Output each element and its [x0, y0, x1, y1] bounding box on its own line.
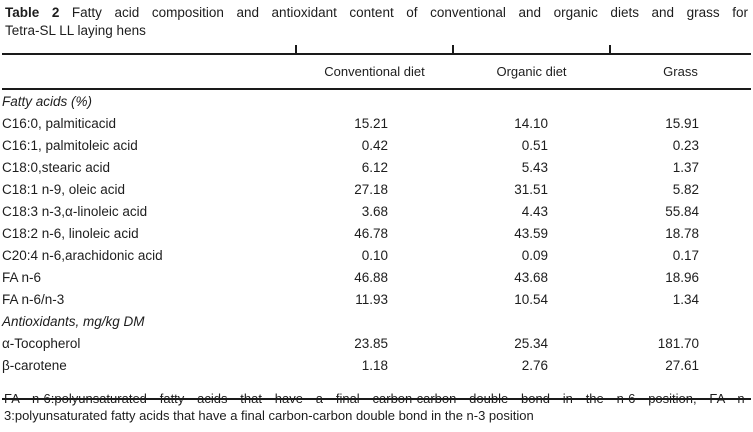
table-row: α-Tocopherol 23.85 25.34 181.70: [2, 332, 751, 354]
table-row: C18:0,stearic acid 6.12 5.43 1.37: [2, 156, 751, 178]
value-cell: 27.61: [665, 357, 699, 373]
column-separator-tick: [609, 45, 611, 54]
value-cell: 15.21: [354, 115, 388, 131]
value-cell: 31.51: [514, 181, 548, 197]
value-cell: 4.43: [521, 203, 548, 219]
value-cell: 0.23: [672, 137, 699, 153]
row-label: C16:1, palmitoleic acid: [2, 137, 138, 153]
table-row: C18:1 n-9, oleic acid 27.18 31.51 5.82: [2, 178, 751, 200]
value-cell: 10.54: [514, 291, 548, 307]
value-cell: 18.78: [665, 225, 699, 241]
table-footnote: FA n-6:polyunsaturated fatty acids that …: [4, 391, 749, 424]
value-cell: 1.18: [361, 357, 388, 373]
table-caption-line1: Table 2 Fatty acid composition and antio…: [5, 4, 748, 22]
value-cell: 11.93: [355, 291, 388, 307]
value-cell: 27.18: [354, 181, 388, 197]
value-cell: 1.37: [672, 159, 699, 175]
value-cell: 6.12: [361, 159, 388, 175]
value-cell: 3.68: [361, 203, 388, 219]
table-row: FA n-6 46.88 43.68 18.96: [2, 266, 751, 288]
value-cell: 43.68: [514, 269, 548, 285]
section-header-row: Antioxidants, mg/kg DM: [2, 310, 751, 332]
table-body: Fatty acids (%) C16:0, palmiticacid 15.21 1…: [2, 89, 751, 376]
value-cell: 181.70: [657, 335, 699, 351]
row-label: C16:0, palmiticacid: [2, 115, 117, 131]
table-row: C16:0, palmiticacid 15.21 14.10 15.91: [2, 112, 751, 134]
value-cell: 23.85: [354, 335, 388, 351]
table-row: C18:3 n-3,α-linoleic acid 3.68 4.43 55.84: [2, 200, 751, 222]
value-cell: 15.91: [665, 115, 699, 131]
row-label: β-carotene: [2, 357, 67, 373]
value-cell: 46.78: [354, 225, 388, 241]
section-header-row: Fatty acids (%): [2, 89, 751, 112]
value-cell: 14.10: [514, 115, 548, 131]
table-row: β-carotene 1.18 2.76 27.61: [2, 354, 751, 376]
table-number: Table 2: [5, 5, 60, 20]
section-header: Antioxidants, mg/kg DM: [2, 313, 145, 329]
table-row: C20:4 n-6,arachidonic acid 0.10 0.09 0.17: [2, 244, 751, 266]
table-row: C16:1, palmitoleic acid 0.42 0.51 0.23: [2, 134, 751, 156]
row-label: C18:3 n-3,α-linoleic acid: [2, 203, 148, 219]
value-cell: 46.88: [354, 269, 388, 285]
value-cell: 2.76: [521, 357, 548, 373]
column-separator-tick: [452, 45, 454, 54]
table-caption: Table 2 Fatty acid composition and antio…: [5, 4, 748, 40]
table-caption-line2: Tetra-SL LL laying hens: [5, 23, 146, 38]
value-cell: 0.10: [361, 247, 388, 263]
column-header-grass: Grass: [610, 54, 751, 90]
column-separator-tick: [295, 45, 297, 54]
footnote-line2: 3:polyunsaturated fatty acids that have …: [4, 407, 534, 423]
section-header: Fatty acids (%): [2, 93, 93, 109]
table-row: FA n-6/n-3 11.93 10.54 1.34: [2, 288, 751, 310]
value-cell: 43.59: [514, 225, 548, 241]
row-label: C18:0,stearic acid: [2, 159, 111, 175]
row-label: α-Tocopherol: [2, 335, 81, 351]
row-label: FA n-6/n-3: [2, 291, 65, 307]
value-cell: 0.17: [672, 247, 699, 263]
row-label: FA n-6: [2, 269, 42, 285]
row-label: C18:2 n-6, linoleic acid: [2, 225, 139, 241]
value-cell: 55.84: [665, 203, 699, 219]
value-cell: 1.34: [672, 291, 699, 307]
footnote-line1: FA n-6:polyunsaturated fatty acids that …: [4, 391, 749, 406]
column-header-conventional-diet: Conventional diet: [296, 54, 453, 90]
value-cell: 25.34: [514, 335, 548, 351]
stub-header-cell: [2, 54, 296, 90]
value-cell: 5.43: [521, 159, 548, 175]
table-caption-text: Fatty acid composition and antioxidant c…: [71, 5, 748, 20]
value-cell: 0.42: [361, 137, 388, 153]
value-cell: 5.82: [672, 181, 699, 197]
column-header-organic-diet: Organic diet: [453, 54, 610, 90]
value-cell: 18.96: [665, 269, 699, 285]
column-header-row: Conventional diet Organic diet Grass: [2, 54, 751, 90]
row-label: C20:4 n-6,arachidonic acid: [2, 247, 163, 263]
table-row: C18:2 n-6, linoleic acid 46.78 43.59 18.78: [2, 222, 751, 244]
value-cell: 0.09: [521, 247, 548, 263]
value-cell: 0.51: [521, 137, 548, 153]
fatty-acid-table: Conventional diet Organic diet Grass Fat…: [2, 53, 751, 400]
row-label: C18:1 n-9, oleic acid: [2, 181, 126, 197]
